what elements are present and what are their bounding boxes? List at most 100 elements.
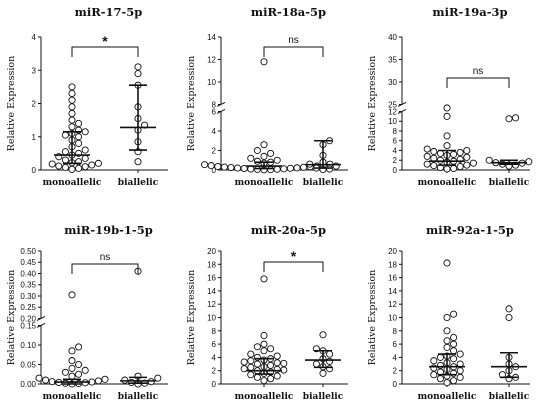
x-tick-label-biallelic: biallelic: [118, 178, 159, 188]
data-point-monoallelic: [443, 379, 451, 387]
y-tick-label: 2: [212, 367, 217, 376]
data-point-monoallelic: [443, 112, 451, 120]
y-tick-label: 8: [212, 327, 217, 336]
y-tick-label: 25: [388, 100, 397, 109]
data-point-monoallelic: [68, 165, 76, 173]
chart-title: miR-20a-5p: [251, 223, 326, 237]
y-tick-label: 14: [207, 33, 216, 42]
data-point-monoallelic: [81, 154, 89, 162]
data-point-monoallelic: [68, 372, 76, 380]
data-point-monoallelic: [273, 359, 281, 367]
data-point-monoallelic: [267, 166, 275, 174]
data-point-monoallelic: [68, 83, 76, 91]
chart-title: miR-92a-1-5p: [426, 223, 514, 237]
data-point-monoallelic: [68, 89, 76, 98]
data-point-biallelic: [525, 158, 533, 166]
data-point-monoallelic: [75, 370, 83, 378]
data-point-monoallelic: [450, 355, 458, 363]
data-point-monoallelic: [456, 148, 464, 156]
data-point-monoallelic: [220, 163, 228, 171]
data-point-monoallelic: [273, 165, 281, 173]
data-point-monoallelic: [450, 347, 458, 355]
x-tick-label-monoallelic: monoallelic: [235, 178, 294, 188]
chart-title: miR-19b-1-5p: [64, 223, 153, 237]
data-point-monoallelic: [61, 148, 69, 156]
x-tick-label-monoallelic: monoallelic: [43, 178, 102, 188]
data-point-monoallelic: [450, 310, 458, 318]
significance-bracket: [263, 261, 324, 272]
data-point-monoallelic: [456, 367, 464, 375]
y-tick-label: 18: [207, 260, 216, 269]
y-tick-label: 4: [212, 353, 217, 362]
data-point-monoallelic: [430, 371, 438, 379]
data-point-monoallelic: [247, 154, 255, 162]
data-point-monoallelic: [463, 161, 471, 169]
data-point-monoallelic: [436, 361, 444, 369]
chart-title: miR-19a-3p: [432, 5, 507, 19]
data-point-biallelic: [505, 313, 513, 322]
data-point-monoallelic: [68, 103, 76, 111]
y-tick-label: 0: [32, 166, 37, 175]
y-tick-label: 6: [212, 107, 217, 116]
data-point-monoallelic: [81, 366, 89, 374]
y-tick-label: 0.45: [20, 258, 36, 267]
data-point-monoallelic: [75, 133, 83, 141]
data-point-monoallelic: [443, 337, 451, 345]
y-tick-label: 18: [388, 260, 397, 269]
y-tick-label: 0.00: [20, 380, 36, 389]
data-point-monoallelic: [68, 347, 76, 355]
data-point-monoallelic: [61, 156, 69, 164]
data-point-monoallelic: [450, 333, 458, 342]
data-point-monoallelic: [253, 373, 261, 381]
significance-bracket: [263, 46, 324, 57]
x-tick-label-biallelic: biallelic: [489, 178, 530, 188]
data-point-biallelic: [485, 156, 493, 164]
data-point-monoallelic: [450, 340, 458, 348]
data-point-monoallelic: [469, 159, 477, 167]
data-point-biallelic: [319, 369, 327, 377]
y-axis-label: Relative Expression: [6, 56, 17, 152]
y-tick-label: 2: [32, 100, 37, 109]
data-point-monoallelic: [273, 156, 281, 164]
data-point-biallelic: [154, 374, 162, 382]
data-point-monoallelic: [443, 313, 451, 322]
data-point-biallelic: [134, 158, 142, 166]
data-point-biallelic: [512, 114, 520, 122]
significance-label: *: [102, 33, 108, 49]
y-tick-label: 0.25: [20, 303, 36, 312]
data-point-monoallelic: [273, 352, 281, 360]
data-point-biallelic: [326, 365, 334, 373]
data-point-monoallelic: [267, 361, 275, 369]
y-tick-label: 2: [393, 156, 398, 165]
data-point-monoallelic: [61, 368, 69, 376]
y-tick-label: 4: [393, 146, 398, 155]
data-point-monoallelic: [81, 163, 89, 171]
significance-label: ns: [100, 252, 111, 263]
y-tick-label: 0.15: [20, 321, 36, 330]
data-point-monoallelic: [75, 164, 83, 172]
y-tick-label: 10: [207, 314, 216, 323]
chart-title: miR-18a-5p: [251, 5, 326, 19]
y-tick-label: 6: [212, 340, 217, 349]
data-point-monoallelic: [94, 159, 102, 167]
y-tick-label: 6: [393, 137, 398, 146]
y-tick-label: 4: [393, 353, 398, 362]
data-point-biallelic: [134, 63, 142, 71]
data-point-monoallelic: [207, 162, 215, 170]
data-point-monoallelic: [436, 353, 444, 361]
panel-mir-18a-5p: miR-18a-5p Relative Expression 0 2 4 68 10 12 14…: [186, 5, 348, 188]
data-point-biallelic: [134, 70, 142, 78]
data-point-monoallelic: [75, 360, 83, 369]
data-point-biallelic: [326, 165, 334, 173]
significance-bracket: [71, 46, 139, 57]
data-point-monoallelic: [430, 364, 438, 372]
y-tick-label: 8: [393, 127, 398, 136]
y-tick-label: 1: [32, 133, 37, 142]
x-tick-label-biallelic: biallelic: [118, 392, 159, 402]
data-point-monoallelic: [423, 145, 431, 153]
data-point-monoallelic: [68, 109, 76, 118]
significance-label: ns: [288, 35, 299, 46]
y-tick-label: 10: [207, 78, 216, 87]
y-tick-label: 2: [212, 146, 217, 155]
